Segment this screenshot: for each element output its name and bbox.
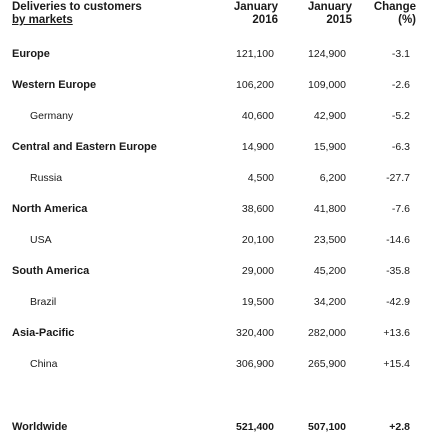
value-2015: 42,900: [313, 110, 346, 122]
value-2016: 19,500: [241, 296, 274, 308]
value-2016: 521,400: [236, 421, 274, 433]
row-label: North America: [12, 203, 88, 215]
value-2015: 34,200: [313, 296, 346, 308]
value-2015: 6,200: [319, 172, 346, 184]
row-label: Worldwide: [12, 421, 68, 433]
header-change-title: Change: [373, 1, 416, 13]
value-change: -14.6: [386, 234, 410, 246]
row-label: Western Europe: [12, 79, 97, 91]
row-label: Central and Eastern Europe: [12, 141, 157, 153]
header-january-2016: January 2016: [226, 1, 278, 27]
value-2016: 106,200: [236, 79, 274, 91]
table-row-south-america: South America 29,000 45,200 -35.8: [0, 262, 424, 280]
value-2016: 38,600: [241, 203, 274, 215]
value-2016: 29,000: [241, 265, 274, 277]
value-2015: 282,000: [308, 327, 346, 339]
value-change: -5.2: [391, 110, 410, 122]
row-label: Germany: [30, 110, 74, 122]
value-2016: 20,100: [241, 234, 274, 246]
value-2016: 320,400: [236, 327, 274, 339]
value-2015: 45,200: [313, 265, 346, 277]
table-row-central-eastern-europe: Central and Eastern Europe 14,900 15,900…: [0, 138, 424, 156]
value-change: -27.7: [386, 172, 410, 184]
row-label: Europe: [12, 48, 50, 60]
table-row-europe: Europe 121,100 124,900 -3.1: [0, 45, 424, 63]
value-2015: 265,900: [308, 358, 346, 370]
row-label: USA: [30, 234, 52, 246]
header-2016-year: 2016: [252, 14, 278, 26]
table-row-russia: Russia 4,500 6,200 -27.7: [0, 169, 424, 187]
value-2016: 40,600: [241, 110, 274, 122]
row-label: Brazil: [30, 296, 57, 308]
value-change: -42.9: [386, 296, 410, 308]
value-2015: 109,000: [308, 79, 346, 91]
header-change: Change (%): [358, 1, 416, 27]
value-change: -35.8: [386, 265, 410, 277]
row-label: South America: [12, 265, 90, 277]
value-change: +15.4: [383, 358, 410, 370]
table-header: Deliveries to customers by markets Janua…: [0, 0, 424, 34]
value-2015: 15,900: [313, 141, 346, 153]
table-row-north-america: North America 38,600 41,800 -7.6: [0, 200, 424, 218]
table-row-germany: Germany 40,600 42,900 -5.2: [0, 107, 424, 125]
table-row-china: China 306,900 265,900 +15.4: [0, 355, 424, 373]
value-change: +2.8: [389, 421, 410, 433]
header-2016-month: January: [233, 1, 278, 13]
table-row-western-europe: Western Europe 106,200 109,000 -2.6: [0, 76, 424, 94]
table-row-usa: USA 20,100 23,500 -14.6: [0, 231, 424, 249]
header-label: Deliveries to customers by markets: [12, 1, 142, 27]
header-title: Deliveries to customers: [12, 1, 142, 13]
header-subtitle: by markets: [12, 14, 73, 26]
value-2016: 121,100: [236, 48, 274, 60]
table-row-worldwide: Worldwide 521,400 507,100 +2.8: [0, 418, 424, 436]
header-change-unit: (%): [398, 14, 416, 26]
value-2015: 23,500: [313, 234, 346, 246]
header-january-2015: January 2015: [300, 1, 352, 27]
value-change: -2.6: [391, 79, 410, 91]
row-label: China: [30, 358, 58, 370]
table-row-asia-pacific: Asia-Pacific 320,400 282,000 +13.6: [0, 324, 424, 342]
header-2015-month: January: [307, 1, 352, 13]
header-2015-year: 2015: [326, 14, 352, 26]
value-2015: 41,800: [313, 203, 346, 215]
value-2015: 124,900: [308, 48, 346, 60]
value-2015: 507,100: [308, 421, 346, 433]
row-label: Asia-Pacific: [12, 327, 75, 339]
value-change: -7.6: [391, 203, 410, 215]
value-2016: 306,900: [236, 358, 274, 370]
value-change: +13.6: [383, 327, 410, 339]
value-2016: 14,900: [241, 141, 274, 153]
row-label: Russia: [30, 172, 63, 184]
value-change: -3.1: [391, 48, 410, 60]
table-row-brazil: Brazil 19,500 34,200 -42.9: [0, 293, 424, 311]
value-change: -6.3: [391, 141, 410, 153]
value-2016: 4,500: [247, 172, 274, 184]
